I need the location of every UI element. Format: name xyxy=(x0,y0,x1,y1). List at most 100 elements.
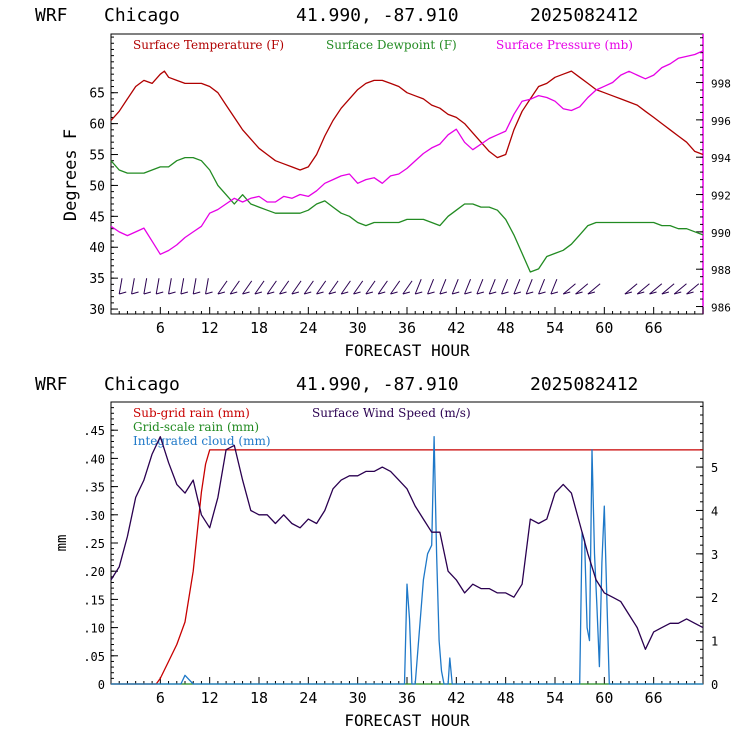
wind-barb xyxy=(217,280,228,295)
series-surface-wind-speed xyxy=(110,436,704,650)
wind-barb-flag xyxy=(661,291,670,295)
wind-barb-flag xyxy=(575,291,583,295)
wind-barb-flag xyxy=(131,291,139,295)
wind-barb-flag xyxy=(193,291,201,295)
wind-barb xyxy=(488,278,496,295)
wind-barb xyxy=(587,283,601,295)
wind-barb xyxy=(254,280,265,295)
top-legend: Surface Temperature (F) Surface Dewpoint… xyxy=(133,38,633,52)
wind-barb-flag xyxy=(649,291,657,295)
bottom-y-tick-label: .25 xyxy=(83,537,105,551)
top-x-tick-label: 30 xyxy=(349,319,367,337)
top-y2-tick-label: 996 xyxy=(711,115,731,128)
bottom-y-tick-label: .35 xyxy=(83,481,105,495)
bottom-y-tick-label: .10 xyxy=(83,622,105,636)
wind-barb xyxy=(143,278,148,295)
wind-barb-flag xyxy=(316,291,324,295)
bottom-panel-header: WRF Chicago 41.990, -87.910 2025082412 xyxy=(35,374,638,395)
wind-barb-flag xyxy=(119,291,127,295)
wind-barb xyxy=(279,280,290,295)
top-x-axis-label: FORECAST HOUR xyxy=(344,341,470,360)
top-plot-series xyxy=(110,50,704,273)
wind-barb xyxy=(538,278,546,295)
top-y2-tick-label: 998 xyxy=(711,78,731,91)
bottom-x-tick-label: 54 xyxy=(546,689,564,707)
series-surface-dewpoint xyxy=(110,156,704,273)
wind-barb-flag xyxy=(156,291,164,295)
top-x-tick-label: 6 xyxy=(156,319,165,337)
wind-barb xyxy=(562,283,576,295)
top-x-tick-label: 54 xyxy=(546,319,564,337)
wind-barb xyxy=(673,283,687,295)
wind-barb-flag xyxy=(180,291,189,295)
wind-barb-flag xyxy=(390,291,398,295)
series-sub-grid-rain xyxy=(111,449,703,685)
top-y2-tick-label: 990 xyxy=(711,227,731,240)
wind-barb-flag xyxy=(378,291,386,295)
top-y2-tick-label: 986 xyxy=(711,302,731,315)
wind-barb xyxy=(575,283,589,295)
wind-barb-flag xyxy=(254,291,263,295)
wind-barb-flag xyxy=(242,291,250,295)
wind-barb xyxy=(649,283,663,295)
bottom-y-tick-label: .40 xyxy=(83,452,105,466)
wind-barb xyxy=(636,283,650,295)
wind-barb-flag xyxy=(563,291,571,295)
bottom-x-tick-label: 24 xyxy=(299,689,317,707)
wind-barb-flag xyxy=(304,291,312,295)
series-surface-temperature xyxy=(110,70,704,171)
bottom-header-coords: 41.990, -87.910 xyxy=(296,374,459,395)
bottom-x-tick-label: 66 xyxy=(645,689,663,707)
wind-barb xyxy=(686,283,700,295)
wind-barb xyxy=(451,278,459,295)
bottom-x-tick-label: 30 xyxy=(349,689,367,707)
wind-barb xyxy=(266,280,277,295)
wind-barb-flag xyxy=(624,291,633,295)
bottom-y2-tick-label: 4 xyxy=(711,504,718,518)
wind-barb-flag xyxy=(279,291,287,295)
legend-sub-grid-rain: Sub-grid rain (mm) xyxy=(133,406,250,420)
wind-barb-flag xyxy=(452,291,460,295)
top-y-tick-label: 40 xyxy=(89,241,105,256)
bottom-x-tick-label: 36 xyxy=(398,689,416,707)
top-x-tick-label: 18 xyxy=(250,319,268,337)
wind-barb xyxy=(229,280,240,295)
bottom-y2-tick-label: 1 xyxy=(711,635,718,649)
series-surface-pressure xyxy=(110,50,704,255)
wind-barb xyxy=(513,278,521,295)
top-y-tick-label: 65 xyxy=(89,87,105,102)
wind-barb-flag xyxy=(550,291,559,295)
legend-temperature: Surface Temperature (F) xyxy=(133,38,284,52)
wind-barb-flag xyxy=(513,291,522,295)
top-y-tick-label: 45 xyxy=(89,210,105,225)
wind-barb xyxy=(155,278,160,295)
bottom-x-tick-label: 60 xyxy=(595,689,613,707)
bottom-y2-tick-label: 3 xyxy=(711,548,718,562)
wind-barb-flag xyxy=(143,291,152,295)
wind-barb xyxy=(439,278,447,295)
bottom-x-tick-label: 6 xyxy=(156,689,165,707)
bottom-x-ticks: 6 12 18 24 30 36 42 48 54 60 66 xyxy=(110,677,704,707)
wind-barb xyxy=(464,278,472,295)
wind-barb xyxy=(205,278,209,295)
wind-barb-flag xyxy=(587,291,596,295)
legend-wind-speed: Surface Wind Speed (m/s) xyxy=(312,406,471,420)
wind-barb xyxy=(340,280,351,295)
top-y-tick-label: 30 xyxy=(89,303,105,318)
bottom-y2-tick-label: 5 xyxy=(711,461,718,475)
bottom-y2-ticks: 0 1 2 3 4 5 xyxy=(696,405,718,692)
top-y2-tick-label: 994 xyxy=(711,152,731,165)
series-integrated-cloud xyxy=(111,436,703,685)
wind-barb-flag xyxy=(328,291,337,295)
wind-barb xyxy=(624,283,638,295)
wind-barb xyxy=(180,278,185,295)
bottom-header-model: WRF xyxy=(35,374,68,395)
bottom-y2-tick-label: 2 xyxy=(711,591,718,605)
bottom-y-tick-label: .20 xyxy=(83,565,105,579)
bottom-y-axis-label: mm xyxy=(54,535,70,552)
bottom-x-tick-label: 48 xyxy=(497,689,515,707)
wind-barb-flag xyxy=(415,291,423,295)
wind-barb-flag xyxy=(230,291,238,295)
wind-barb xyxy=(525,278,533,295)
